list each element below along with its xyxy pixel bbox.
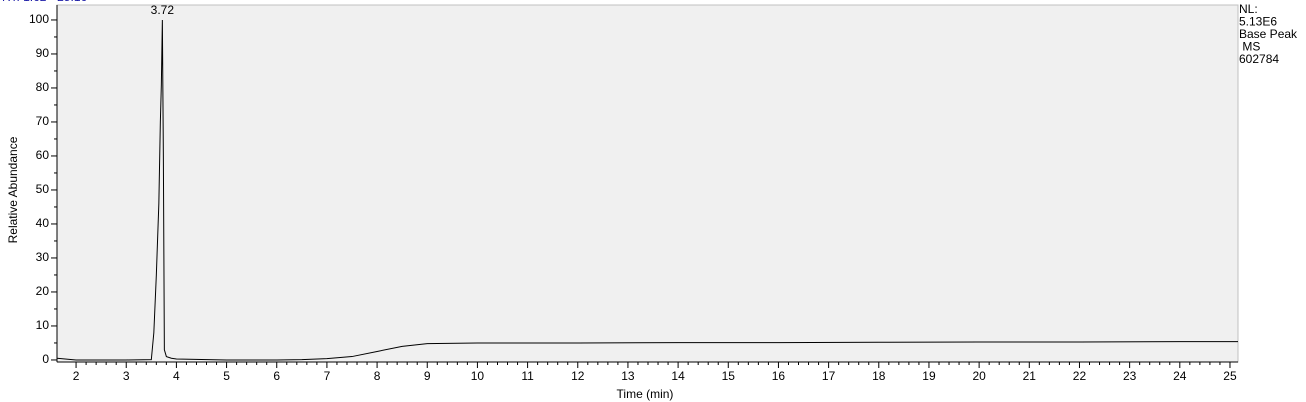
info-text: 5.13E6 [1239,15,1277,29]
x-tick-label: 15 [722,369,736,383]
x-tick-label: 21 [1023,369,1037,383]
chromatogram-line [56,19,1238,361]
x-tick-label: 12 [571,369,585,383]
x-tick-label: 5 [223,369,230,383]
y-tick-label: 10 [36,318,50,332]
y-tick-label: 90 [36,46,50,60]
x-tick-label: 7 [324,369,331,383]
x-axis-label: Time (min) [617,387,674,401]
y-tick-label: 30 [36,250,50,264]
y-axis-label: Relative Abundance [6,136,20,243]
info-text: NL: [1239,2,1258,16]
y-tick-label: 20 [36,284,50,298]
x-tick-label: 13 [621,369,635,383]
x-tick-label: 16 [772,369,786,383]
x-tick-label: 23 [1123,369,1137,383]
info-text: Base Peak [1239,27,1298,41]
y-tick-label: 40 [36,216,50,230]
x-tick-label: 25 [1223,369,1237,383]
x-tick-label: 8 [374,369,381,383]
x-tick-label: 6 [273,369,280,383]
x-tick-label: 2 [73,369,80,383]
y-tick-label: 50 [36,182,50,196]
x-tick-label: 9 [424,369,431,383]
x-tick-label: 14 [671,369,685,383]
y-tick-label: 0 [42,352,49,366]
x-tick-label: 11 [521,369,534,383]
peak-label: 3.72 [151,3,175,17]
x-tick-label: 22 [1073,369,1087,383]
header: RT: 1.62 - 25.16 [2,0,87,4]
y-tick-label: 100 [29,12,49,26]
x-tick-label: 18 [872,369,886,383]
y-tick-label: 60 [36,148,50,162]
x-tick-label: 4 [173,369,180,383]
x-tick-label: 24 [1173,369,1187,383]
info-text: MS [1239,40,1260,54]
x-tick-label: 19 [922,369,936,383]
x-tick-label: 3 [123,369,130,383]
x-tick-label: 17 [822,369,836,383]
x-tick-label: 10 [471,369,485,383]
plot-area [56,4,1239,363]
x-tick-label: 20 [972,369,986,383]
y-tick-label: 80 [36,80,50,94]
y-tick-label: 70 [36,114,50,128]
info-text: 602784 [1239,52,1279,66]
